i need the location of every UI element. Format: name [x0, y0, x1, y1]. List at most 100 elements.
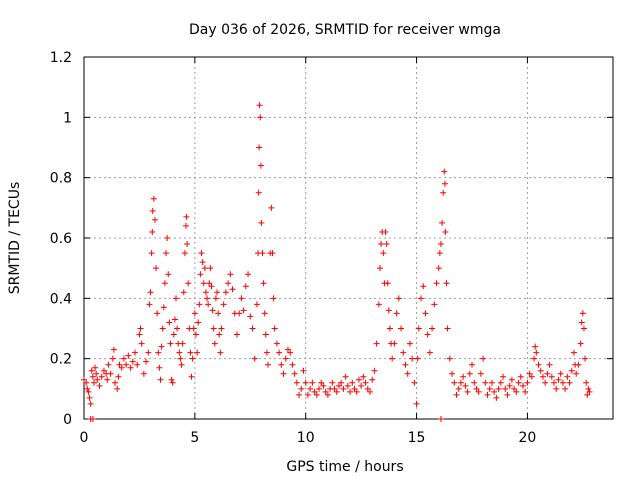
- data-point: [225, 280, 232, 287]
- y-tick-label: 0.4: [50, 291, 72, 307]
- data-point: [270, 295, 277, 302]
- data-point: [125, 352, 132, 359]
- data-point: [420, 283, 427, 290]
- data-point: [170, 331, 177, 338]
- plot-frame: [83, 56, 614, 420]
- data-point: [542, 379, 549, 386]
- x-tick-label: 20: [519, 430, 537, 446]
- data-point: [528, 373, 535, 380]
- data-point: [269, 250, 276, 257]
- data-point: [115, 373, 122, 380]
- data-point: [369, 376, 376, 383]
- data-point: [127, 364, 134, 371]
- data-point: [440, 189, 447, 196]
- data-point: [84, 385, 91, 392]
- data-point: [93, 370, 100, 377]
- data-point: [477, 370, 484, 377]
- data-point: [551, 379, 558, 386]
- data-point: [190, 325, 197, 332]
- data-point: [227, 271, 234, 278]
- data-point: [444, 325, 451, 332]
- data-point: [524, 379, 531, 386]
- data-point: [480, 355, 487, 362]
- data-point: [575, 361, 582, 368]
- data-point: [411, 379, 418, 386]
- data-point: [384, 280, 391, 287]
- data-point: [468, 361, 475, 368]
- data-point: [90, 379, 97, 386]
- data-point: [155, 349, 162, 356]
- data-point: [260, 280, 267, 287]
- data-point: [564, 373, 571, 380]
- data-point: [460, 373, 467, 380]
- data-point: [358, 382, 365, 389]
- data-point: [177, 355, 184, 362]
- data-point: [367, 388, 374, 395]
- data-point: [553, 385, 560, 392]
- data-point: [320, 382, 327, 389]
- data-point: [181, 250, 188, 257]
- data-point: [429, 325, 436, 332]
- data-point: [344, 382, 351, 389]
- data-point: [555, 376, 562, 383]
- data-point: [263, 349, 270, 356]
- x-tick-label: 0: [80, 430, 89, 446]
- data-point: [98, 373, 105, 380]
- data-point: [385, 307, 392, 314]
- data-point: [522, 388, 529, 395]
- y-tick-label: 1: [63, 110, 72, 126]
- data-point: [100, 367, 107, 374]
- data-point: [171, 316, 178, 323]
- data-point: [255, 189, 262, 196]
- data-point: [309, 379, 316, 386]
- data-point: [435, 265, 442, 272]
- data-point: [585, 385, 592, 392]
- data-point: [573, 370, 580, 377]
- data-point: [289, 361, 296, 368]
- data-point: [570, 349, 577, 356]
- data-point: [249, 325, 256, 332]
- data-point: [123, 361, 130, 368]
- x-axis-label: GPS time / hours: [286, 459, 403, 475]
- data-point: [426, 349, 433, 356]
- data-point: [242, 283, 249, 290]
- data-point: [105, 361, 112, 368]
- data-point: [457, 379, 464, 386]
- data-point: [209, 307, 216, 314]
- data-point: [497, 379, 504, 386]
- data-point: [110, 346, 117, 353]
- data-point: [265, 361, 272, 368]
- data-point: [413, 400, 420, 407]
- data-point: [189, 355, 196, 362]
- data-point: [293, 379, 300, 386]
- data-point: [168, 376, 175, 383]
- data-point: [245, 271, 252, 278]
- data-point: [104, 376, 111, 383]
- data-point: [302, 379, 309, 386]
- data-point: [380, 250, 387, 257]
- data-point: [109, 355, 116, 362]
- data-point: [217, 349, 224, 356]
- data-point: [353, 388, 360, 395]
- y-tick-label: 0.8: [50, 171, 72, 187]
- data-point: [446, 355, 453, 362]
- data-point: [138, 340, 145, 347]
- data-point: [562, 385, 569, 392]
- data-point: [532, 343, 539, 350]
- data-point: [196, 301, 203, 308]
- data-point: [202, 289, 209, 296]
- data-point: [183, 213, 190, 220]
- data-point: [262, 331, 269, 338]
- data-point: [271, 325, 278, 332]
- data-point: [212, 295, 219, 302]
- data-point: [280, 370, 287, 377]
- data-point: [398, 325, 405, 332]
- data-point: [342, 373, 349, 380]
- data-point: [351, 385, 358, 392]
- data-point: [129, 358, 136, 365]
- data-point: [149, 228, 156, 235]
- data-point: [257, 114, 264, 121]
- data-point: [156, 364, 163, 371]
- data-point: [154, 310, 161, 317]
- data-point: [506, 382, 513, 389]
